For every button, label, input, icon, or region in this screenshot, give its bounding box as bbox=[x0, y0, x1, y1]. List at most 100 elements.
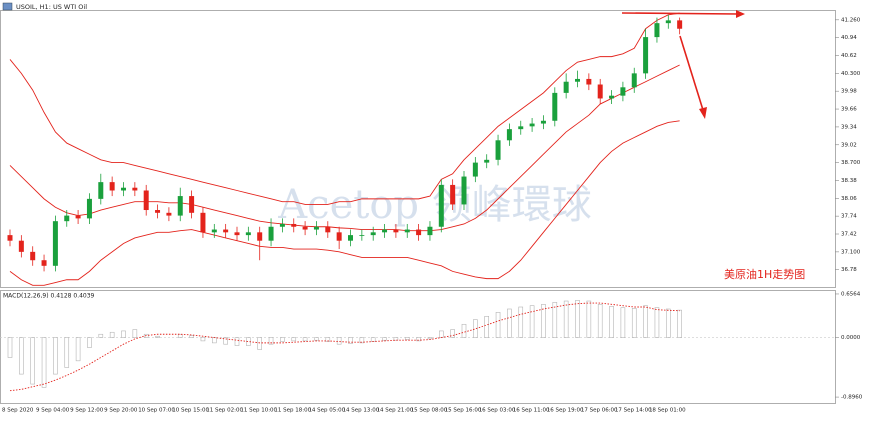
macd-bar bbox=[19, 337, 24, 375]
y-tick-label: 39.66 bbox=[841, 107, 857, 113]
candle-body bbox=[438, 184, 444, 227]
candle-body bbox=[200, 212, 206, 233]
x-tick-label: 14 Sep 05:00 bbox=[308, 408, 345, 414]
y-tick-label: 0.6564 bbox=[841, 291, 861, 297]
candle-body bbox=[52, 221, 58, 266]
x-tick-label: 14 Sep 21:00 bbox=[377, 408, 414, 414]
line-series bbox=[9, 120, 680, 286]
candle-body bbox=[472, 162, 478, 177]
macd-bar bbox=[484, 316, 490, 338]
y-tick-label: 39.98 bbox=[841, 89, 857, 95]
macd-bar bbox=[200, 337, 206, 342]
y-tick-label: 39.02 bbox=[841, 142, 857, 148]
y-tick-label: 37.74 bbox=[841, 214, 857, 220]
y-tick-label: 38.06 bbox=[841, 196, 857, 202]
x-tick-label: 16 Sep 11:00 bbox=[513, 408, 550, 414]
candle-body bbox=[404, 229, 410, 233]
candle-body bbox=[279, 223, 285, 227]
candle-body bbox=[313, 226, 319, 230]
line-series bbox=[9, 64, 680, 232]
y-tick-label: 38.38 bbox=[841, 178, 857, 184]
candle-body bbox=[86, 198, 92, 219]
candle-body bbox=[461, 176, 467, 205]
candle-body bbox=[223, 229, 229, 233]
macd-bar bbox=[7, 337, 13, 358]
macd-bar bbox=[189, 335, 194, 338]
plot-area: 41.260 40.94 40.62 40.300 39.98 39.66 39.34 39.… bbox=[0, 12, 863, 414]
y-tick-label: 36.78 bbox=[841, 267, 857, 273]
macd-bar bbox=[427, 337, 433, 340]
candle-body bbox=[518, 126, 524, 130]
arrow-line bbox=[679, 35, 704, 111]
x-tick-label: 18 Sep 01:00 bbox=[649, 408, 686, 414]
candle-body bbox=[41, 260, 47, 266]
macd-bar bbox=[64, 337, 70, 368]
candle-body bbox=[643, 37, 649, 74]
macd-bar bbox=[87, 337, 92, 348]
x-tick-label: 11 Sep 18:00 bbox=[274, 408, 311, 414]
x-tick-label: 15 Sep 16:00 bbox=[445, 408, 482, 414]
macd-bar bbox=[257, 337, 263, 350]
x-tick-label: 10 Sep 07:00 bbox=[138, 408, 175, 414]
x-tick-label: 16 Sep 03:00 bbox=[479, 408, 516, 414]
candle-body bbox=[75, 215, 81, 219]
candle-body bbox=[359, 235, 365, 236]
candle-body bbox=[18, 240, 24, 252]
candle-body bbox=[506, 129, 512, 141]
y-tick-label: 41.260 bbox=[841, 17, 861, 23]
macd-bar bbox=[529, 305, 535, 338]
chart-title: USOIL, H1: US WTI Oil bbox=[16, 3, 87, 11]
macd-bar bbox=[495, 312, 501, 338]
candle-body bbox=[166, 212, 172, 216]
x-tick-label: 14 Sep 13:00 bbox=[343, 408, 380, 414]
x-tick-label: 16 Sep 19:00 bbox=[547, 408, 584, 414]
macd-title: MACD(12,26,9) 0.4128 0.4039 bbox=[3, 293, 95, 300]
x-tick-label: 8 Sep 2020 bbox=[2, 408, 34, 414]
macd-bar bbox=[177, 333, 183, 338]
y-tick-label: 40.300 bbox=[841, 71, 861, 77]
candle-body bbox=[575, 78, 580, 82]
candle-body bbox=[540, 120, 546, 124]
y-tick-label: 0.0000 bbox=[841, 335, 861, 341]
macd-bar bbox=[132, 329, 138, 338]
macd-bar bbox=[336, 337, 342, 345]
candle-body bbox=[189, 196, 195, 213]
candle-body bbox=[245, 232, 251, 236]
y-tick-label: 37.42 bbox=[841, 232, 857, 238]
x-tick-label: 10 Sep 15:00 bbox=[172, 408, 209, 414]
candle-body bbox=[631, 73, 637, 88]
arrow-head bbox=[699, 107, 707, 119]
macd-panel bbox=[0, 290, 836, 404]
x-tick-label: 11 Sep 02:00 bbox=[206, 408, 243, 414]
macd-bar bbox=[563, 300, 569, 338]
candle-body bbox=[268, 226, 274, 241]
candle-body bbox=[393, 229, 399, 233]
candle-body bbox=[427, 226, 433, 236]
candle-body bbox=[665, 20, 671, 24]
macd-bar bbox=[541, 304, 546, 338]
candle-body bbox=[132, 187, 138, 191]
macd-bar bbox=[382, 337, 387, 341]
candle-body bbox=[654, 23, 660, 38]
x-tick-label: 11 Sep 10:00 bbox=[240, 408, 277, 414]
macd-bar bbox=[53, 337, 58, 375]
macd-bar bbox=[665, 308, 671, 338]
candle-body bbox=[586, 78, 592, 85]
macd-bar bbox=[461, 323, 467, 338]
candle-body bbox=[211, 229, 217, 233]
y-tick-label: 39.34 bbox=[841, 124, 857, 130]
candle-body bbox=[121, 187, 126, 191]
candle-body bbox=[98, 182, 104, 199]
x-tick-label: 9 Sep 20:00 bbox=[104, 408, 138, 414]
macd-bar bbox=[155, 335, 160, 338]
candle-body bbox=[677, 20, 683, 29]
macd-bar bbox=[291, 337, 297, 342]
macd-bar bbox=[143, 333, 149, 338]
candle-body bbox=[257, 232, 263, 241]
candle-body bbox=[495, 140, 501, 160]
macd-bar bbox=[268, 337, 274, 345]
macd-bar bbox=[98, 333, 104, 338]
macd-bar bbox=[109, 331, 115, 338]
candle-body bbox=[325, 226, 331, 233]
